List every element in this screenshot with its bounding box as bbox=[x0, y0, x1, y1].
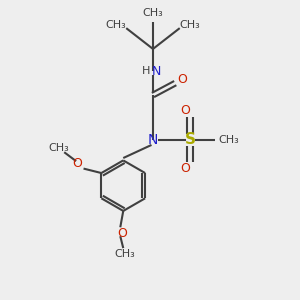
Text: CH₃: CH₃ bbox=[114, 249, 135, 259]
Text: O: O bbox=[181, 162, 190, 175]
Text: S: S bbox=[184, 132, 196, 147]
Text: CH₃: CH₃ bbox=[105, 20, 126, 30]
Text: N: N bbox=[148, 133, 158, 147]
Text: CH₃: CH₃ bbox=[48, 143, 69, 153]
Text: O: O bbox=[177, 73, 187, 86]
Text: O: O bbox=[181, 104, 190, 117]
Text: CH₃: CH₃ bbox=[180, 20, 200, 30]
Text: N: N bbox=[152, 65, 161, 78]
Text: O: O bbox=[73, 157, 82, 170]
Text: CH₃: CH₃ bbox=[218, 135, 239, 145]
Text: CH₃: CH₃ bbox=[142, 8, 163, 18]
Text: O: O bbox=[117, 227, 127, 240]
Text: H: H bbox=[142, 66, 151, 76]
